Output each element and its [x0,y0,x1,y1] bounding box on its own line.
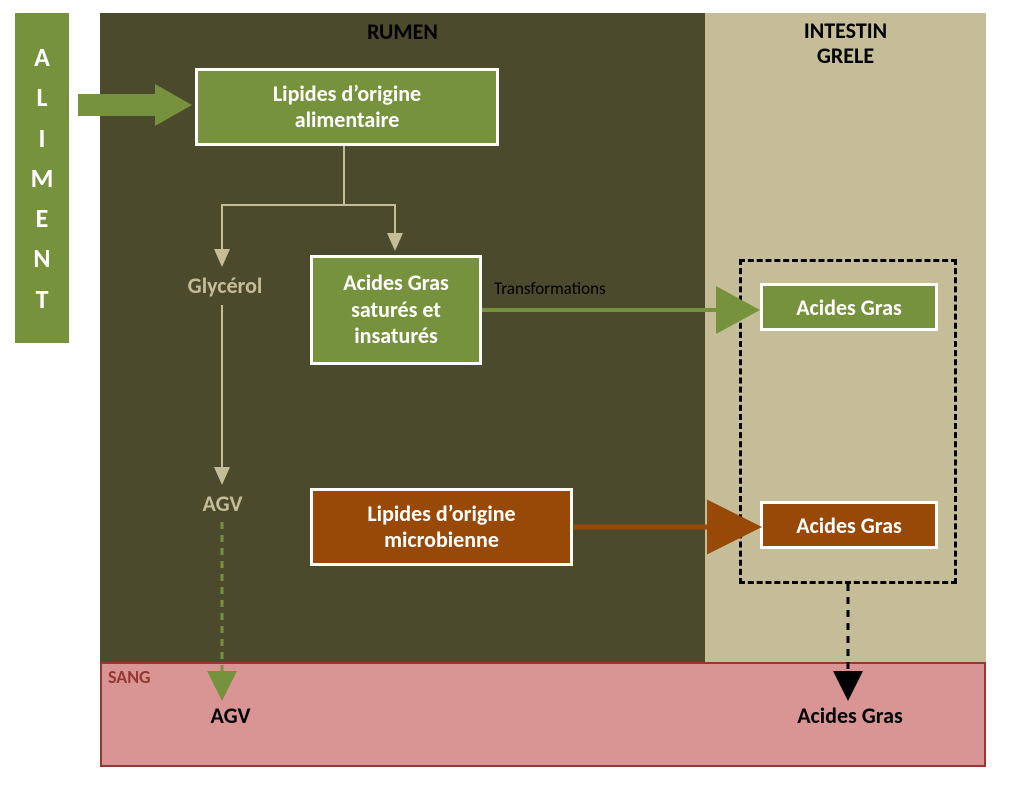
rumen-title: RUMEN [100,18,705,45]
lipides-alimentaire-node: Lipides d’origine alimentaire [195,68,499,146]
aliment-letter: T [36,279,49,319]
intestin-title: INTESTIN GRELE [705,18,986,69]
intestin-title-line2: GRELE [817,42,874,69]
agv-rumen-label: AGV [190,490,255,517]
aliment-box: A L I M E N T [15,13,69,343]
agv-sang-label: AGV [198,702,263,729]
aliment-letter: I [39,118,46,158]
acides-sat-line3: insaturés [354,323,438,349]
aliment-letter: L [37,77,48,117]
acides-sat-line1: Acides Gras [343,270,449,296]
acides-gras-intestin-2: Acides Gras [760,501,938,549]
acides-gras-sang-label: Acides Gras [775,702,925,729]
sang-label: SANG [108,666,151,688]
glycerol-label: Glycérol [170,272,280,299]
acides-gras-intestin-1: Acides Gras [760,283,938,331]
lipides-microb-line1: Lipides d’origine [367,501,515,527]
lipides-alim-line1: Lipides d’origine [273,81,421,107]
aliment-letter: N [33,238,50,278]
lipides-alim-line2: alimentaire [295,107,400,133]
acides-sat-line2: saturés et [351,297,441,323]
aliment-letter: A [34,37,50,77]
lipides-microb-line2: microbienne [384,527,499,553]
acides-gras-satures-node: Acides Gras saturés et insaturés [310,255,482,365]
aliment-letter: E [36,198,49,238]
lipides-microbienne-node: Lipides d’origine microbienne [310,488,573,566]
aliment-letter: M [31,158,54,198]
intestin-title-line1: INTESTIN [804,17,887,44]
transformations-label: Transformations [494,278,606,299]
